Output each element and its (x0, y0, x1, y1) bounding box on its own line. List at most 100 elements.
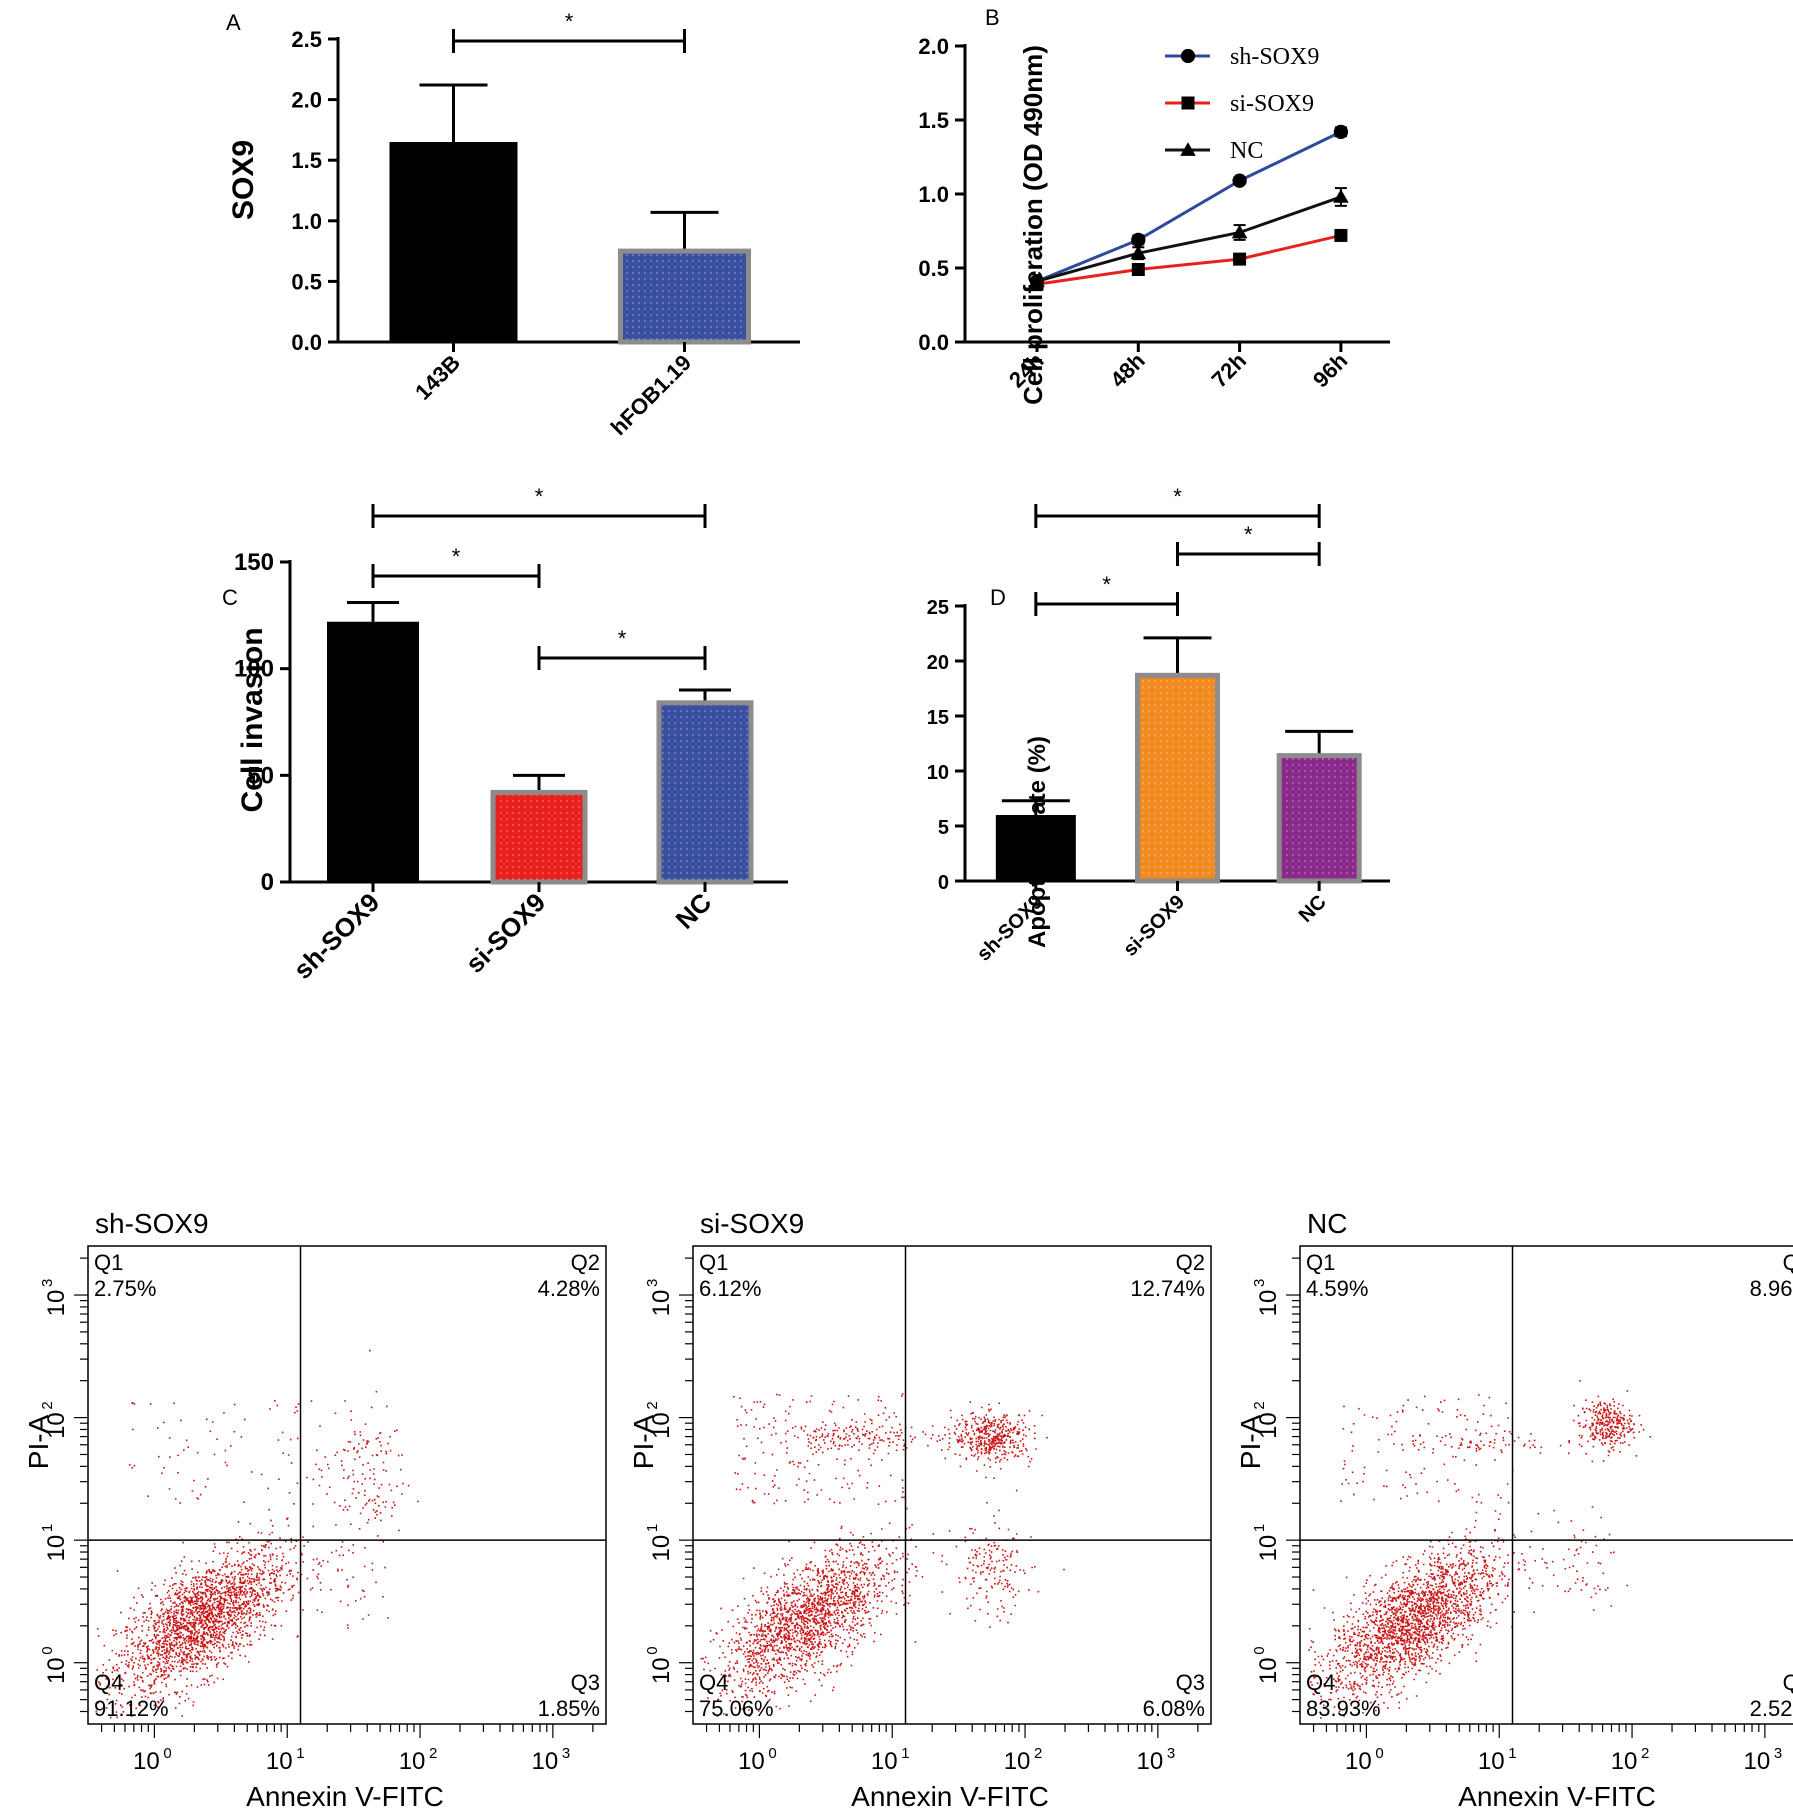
ylabel-c: Cell invasion (236, 627, 269, 812)
y-tick-label: 10 (648, 1290, 675, 1317)
x-tick-exponent: 0 (1375, 1745, 1383, 1762)
y-tick-label: 10 (1255, 1535, 1282, 1562)
x-tick-exponent: 2 (1034, 1745, 1042, 1762)
panel-label-c: C (222, 585, 238, 610)
marker-square (1233, 252, 1247, 266)
quadrant-name-q4: Q4 (1306, 1670, 1335, 1695)
plot-frame (1299, 1245, 1793, 1725)
quadrant-name-q3: Q3 (571, 1670, 600, 1695)
y-tick-label: 100 (234, 656, 274, 683)
panel-c-bar-chart: C Cell invasion 0 50 100 150 sh-SOX9 si-SOX9 N… (222, 484, 788, 985)
y-tick-exponent: 0 (644, 1646, 661, 1654)
marker-circle (1333, 124, 1349, 139)
panel-label-d: D (990, 585, 1006, 610)
quadrant-name-q1: Q1 (699, 1250, 728, 1275)
y-tick-exponent: 3 (1251, 1279, 1268, 1287)
x-tick-exponent: 0 (163, 1745, 171, 1762)
marker-circle (1180, 48, 1196, 64)
y-tick-label: 10 (1255, 1290, 1282, 1317)
y-tick-label: 0.0 (291, 330, 322, 355)
quadrant-name-q2: Q2 (1176, 1250, 1205, 1275)
x-tick-label: 10 (1137, 1748, 1164, 1775)
significance-star: * (1244, 522, 1253, 547)
y-tick-label: 10 (927, 762, 949, 784)
y-tick-label: 50 (247, 762, 274, 789)
marker-square (1181, 96, 1195, 110)
quadrant-value-q1: 6.12% (699, 1276, 761, 1301)
marker-square (1334, 228, 1348, 242)
x-tick-label: 10 (738, 1748, 765, 1775)
y-tick-label: 0.0 (918, 330, 949, 355)
y-tick-exponent: 1 (1251, 1524, 1268, 1532)
x-tick-exponent: 0 (768, 1745, 776, 1762)
quadrant-name-q2: Q2 (1783, 1250, 1793, 1275)
quadrant-value-q1: 4.59% (1306, 1276, 1368, 1301)
x-category-label: si-SOX9 (460, 887, 552, 979)
series-line-nc (1036, 195, 1342, 283)
panel-d-bar-chart: D Apoptosis rate (%) 0510152025sh-SOX9si… (927, 484, 1390, 965)
quadrant-value-q4: 83.93% (1306, 1696, 1381, 1721)
bar-si-sox9 (1135, 672, 1220, 884)
x-tick-label: 10 (1611, 1748, 1638, 1775)
quadrant-name-q3: Q3 (1783, 1670, 1793, 1695)
x-tick-label: 10 (399, 1748, 426, 1775)
x-tick-label: 10 (871, 1748, 898, 1775)
y-tick-label: 10 (1255, 1657, 1282, 1684)
y-tick-label: 0 (938, 872, 949, 894)
scatter-dots (1308, 1380, 1651, 1719)
series-line-si-sox9 (1036, 233, 1342, 286)
series-line-sh-sox9 (1036, 130, 1342, 283)
x-tick-label: 10 (1004, 1748, 1031, 1775)
quadrant-name-q4: Q4 (94, 1670, 123, 1695)
panel-label-b: B (985, 5, 1000, 30)
quadrant-value-q4: 75.06% (699, 1696, 774, 1721)
flow-ylabel: PI-A (628, 1414, 659, 1469)
quadrant-name-q3: Q3 (1176, 1670, 1205, 1695)
x-tick-exponent: 1 (1508, 1745, 1516, 1762)
quadrant-name-q4: Q4 (699, 1670, 728, 1695)
y-tick-exponent: 1 (39, 1524, 56, 1532)
quadrant-value-q1: 2.75% (94, 1276, 156, 1301)
x-tick-label: 10 (532, 1748, 559, 1775)
significance-star: * (452, 544, 461, 569)
flow-title: sh-SOX9 (95, 1208, 209, 1239)
y-tick-label: 10 (43, 1412, 70, 1439)
marker-triangle (1333, 189, 1349, 203)
bar-nc (1276, 753, 1362, 884)
x-category-label: si-SOX9 (1119, 891, 1189, 961)
bar-nc (656, 700, 754, 885)
scatter-dots (95, 1349, 419, 1719)
flow-xlabel: Annexin V-FITC (1458, 1781, 1656, 1812)
flow-ylabel: PI-A (23, 1414, 54, 1469)
legend-label: NC (1230, 138, 1263, 164)
x-tick-label: 10 (1744, 1748, 1771, 1775)
x-category-label: 96h (1308, 348, 1352, 392)
marker-triangle (1130, 245, 1147, 260)
ylabel-b: Cell proliferation (OD 490nm) (1018, 45, 1048, 405)
x-tick-exponent: 3 (1167, 1745, 1175, 1762)
x-category-label: 48h (1105, 348, 1149, 392)
y-tick-label: 2.5 (291, 27, 322, 52)
quadrant-value-q3: 2.52% (1750, 1696, 1793, 1721)
panel-label-a: A (226, 10, 241, 35)
marker-triangle (1231, 224, 1248, 239)
quadrant-value-q2: 12.74% (1130, 1276, 1205, 1301)
y-tick-exponent: 2 (1251, 1401, 1268, 1409)
y-tick-label: 2.0 (291, 88, 322, 113)
marker-square (1131, 262, 1145, 276)
y-tick-label: 0.5 (291, 269, 322, 294)
y-tick-exponent: 3 (644, 1279, 661, 1287)
y-tick-label: 25 (927, 597, 949, 619)
x-tick-exponent: 1 (296, 1745, 304, 1762)
x-tick-exponent: 2 (429, 1745, 437, 1762)
y-tick-label: 15 (927, 707, 949, 729)
y-tick-exponent: 0 (39, 1646, 56, 1654)
legend-label: si-SOX9 (1230, 91, 1314, 117)
marker-triangle (1180, 142, 1196, 156)
marker-circle (1232, 173, 1247, 188)
x-category-label: 143B (410, 350, 465, 405)
plot-frame (692, 1245, 1212, 1725)
